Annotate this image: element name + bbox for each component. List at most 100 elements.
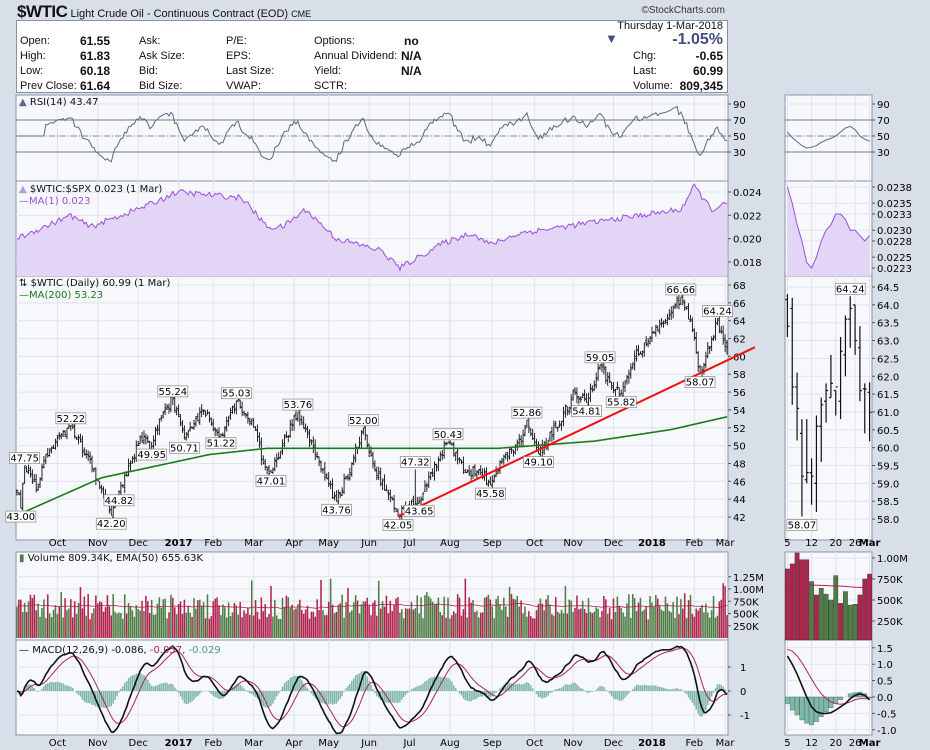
macd-histogram-bar — [224, 691, 226, 697]
price-bar — [27, 464, 30, 475]
price-bar — [387, 489, 390, 501]
volume-bar — [643, 609, 646, 638]
price-annotation: 43.00 — [6, 512, 35, 523]
mini-day-label: Mar — [859, 538, 881, 549]
macd-histogram-bar — [451, 681, 453, 691]
volume-bar — [564, 585, 567, 638]
price-bar — [163, 403, 167, 415]
price-bar — [687, 303, 690, 320]
volume-bar — [385, 595, 388, 638]
mini-volume-bar — [833, 575, 839, 641]
price-bar — [425, 482, 429, 492]
price-bar — [506, 452, 509, 462]
price-annotation: 50.43 — [434, 430, 463, 441]
macd-histogram-bar — [162, 683, 164, 691]
low-label: Low: — [20, 65, 44, 77]
price-bar — [689, 314, 692, 322]
month-label: Oct — [49, 738, 66, 749]
mini-macd-histogram-bar — [847, 693, 853, 698]
month-label: Dec — [129, 538, 148, 549]
macd-histogram-bar — [356, 674, 359, 691]
price-bar — [190, 426, 194, 430]
price-bar — [385, 484, 388, 492]
price-label-text: $WTIC (Daily) 60.99 (1 Mar) — [30, 278, 171, 289]
price-bar — [302, 416, 305, 429]
price-bar — [287, 434, 290, 443]
price-bar — [612, 382, 615, 394]
price-bar — [677, 294, 681, 310]
mini-price-annotation-box — [834, 282, 866, 295]
volume-bar — [281, 597, 284, 638]
macd-histogram-bar — [110, 691, 113, 707]
month-label: Aug — [440, 538, 460, 549]
volume-bar — [81, 608, 84, 638]
macd-histogram-bar — [306, 688, 309, 691]
volume-bar — [287, 597, 290, 638]
volume-bar — [71, 617, 74, 638]
volume-tick-label: 1.25M — [733, 573, 764, 584]
yield-value: N/A — [401, 64, 422, 78]
macd-histogram-bar — [693, 691, 696, 706]
price-tick-label: 50 — [733, 442, 746, 453]
area-chart-icon: ▲ — [19, 184, 27, 195]
macd-histogram-bar — [553, 690, 555, 691]
macd-histogram-bar — [331, 691, 334, 705]
price-annotation: 47.01 — [257, 476, 286, 487]
macd-histogram-bar — [62, 683, 64, 691]
price-bar — [458, 457, 461, 464]
volume-bar — [426, 592, 428, 638]
volume-bar — [100, 602, 103, 638]
price-bar — [712, 335, 715, 342]
mini-day-label: Mar — [859, 738, 881, 749]
price-bar — [40, 463, 44, 482]
volume-bar — [147, 601, 149, 638]
mini-rsi-tick-label: 30 — [877, 148, 890, 159]
volume-bar — [674, 617, 676, 638]
month-label: Nov — [88, 538, 108, 549]
macd-histogram-bar — [247, 691, 249, 692]
price-bar — [693, 328, 696, 341]
mini-volume-bar — [852, 604, 858, 641]
volume-bar — [133, 616, 136, 638]
volume-label: Volume: — [633, 80, 673, 92]
macd-histogram-bar — [48, 682, 51, 691]
volume-bar — [16, 607, 18, 638]
mini-volume-tick-label: 1.00M — [877, 554, 908, 565]
price-bar — [516, 439, 519, 451]
price-bar — [648, 335, 652, 345]
yield-label: Yield: — [314, 65, 342, 77]
month-label: Jul — [402, 538, 415, 549]
month-label: Nov — [563, 538, 583, 549]
volume-bar — [651, 602, 653, 638]
volume-bar — [581, 600, 584, 638]
volume-bar — [218, 605, 220, 638]
price-bar — [462, 456, 465, 474]
price-annotation: 44.82 — [105, 496, 134, 507]
price-bar — [131, 456, 134, 464]
macd-histogram-bar — [85, 691, 88, 703]
macd-histogram-bar — [326, 691, 328, 705]
volume-panel-label: ▮ Volume 809.34K, EMA(50) 655.63K — [19, 553, 203, 564]
mini-price-bar — [809, 458, 814, 505]
volume-bar — [43, 599, 45, 638]
macd-histogram-bar — [274, 691, 276, 700]
volume-bar — [660, 609, 663, 638]
price-bar — [435, 463, 438, 472]
price-bar — [625, 375, 629, 385]
macd-histogram-bar — [31, 686, 34, 691]
volume-bar — [458, 597, 461, 638]
macd-histogram-bar — [606, 691, 609, 692]
price-bar — [229, 407, 232, 420]
price-annotation-box — [169, 441, 200, 454]
price-bar — [279, 450, 282, 459]
price-bar — [529, 427, 532, 437]
macd-histogram-bar — [406, 691, 409, 693]
price-bar — [202, 409, 205, 415]
price-bar — [637, 344, 640, 357]
price-annotation-box — [605, 396, 637, 409]
price-bar — [262, 455, 265, 465]
price-bar — [38, 477, 42, 489]
macd-histogram-bar — [97, 691, 99, 707]
mini-panel-macd — [784, 639, 873, 736]
price-bar — [179, 414, 182, 427]
